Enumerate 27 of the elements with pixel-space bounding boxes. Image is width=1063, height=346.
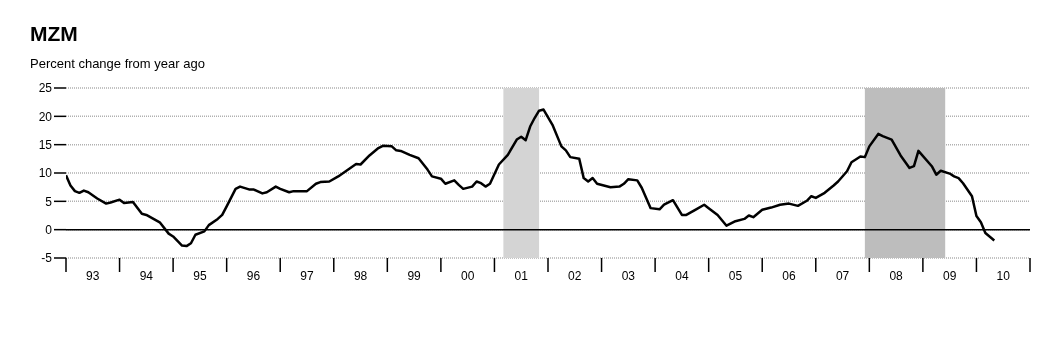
y-tick-label: 5: [45, 194, 53, 209]
x-tick-label: 94: [139, 269, 154, 283]
x-tick-label: 10: [996, 269, 1011, 283]
x-tick-label: 98: [353, 269, 368, 283]
y-tick-label: 20: [38, 109, 53, 124]
x-tick-label: 97: [300, 269, 314, 283]
y-tick-label: 15: [38, 137, 53, 152]
x-tick-label: 93: [86, 269, 100, 283]
y-tick-label: 0: [45, 222, 53, 237]
x-tick-label: 95: [193, 269, 207, 283]
x-tick-label: 08: [889, 269, 904, 283]
x-tick-label: 96: [246, 269, 261, 283]
x-tick-label: 04: [675, 269, 689, 283]
x-tick-label: 09: [942, 269, 957, 283]
y-tick-label: -5: [41, 251, 53, 266]
chart-title: MZM: [30, 22, 78, 46]
y-tick-label: 10: [38, 166, 53, 181]
x-tick-label: 99: [407, 269, 422, 283]
x-tick-label: 03: [621, 269, 636, 283]
x-tick-label: 07: [835, 269, 850, 283]
x-tick-label: 01: [514, 269, 529, 283]
y-tick-label: 25: [38, 81, 53, 96]
x-tick-label: 06: [782, 269, 796, 283]
chart-subtitle: Percent change from year ago: [30, 56, 205, 71]
x-tick-label: 05: [728, 269, 743, 283]
x-tick-label: 02: [568, 269, 582, 283]
x-tick-label: 00: [460, 269, 475, 283]
